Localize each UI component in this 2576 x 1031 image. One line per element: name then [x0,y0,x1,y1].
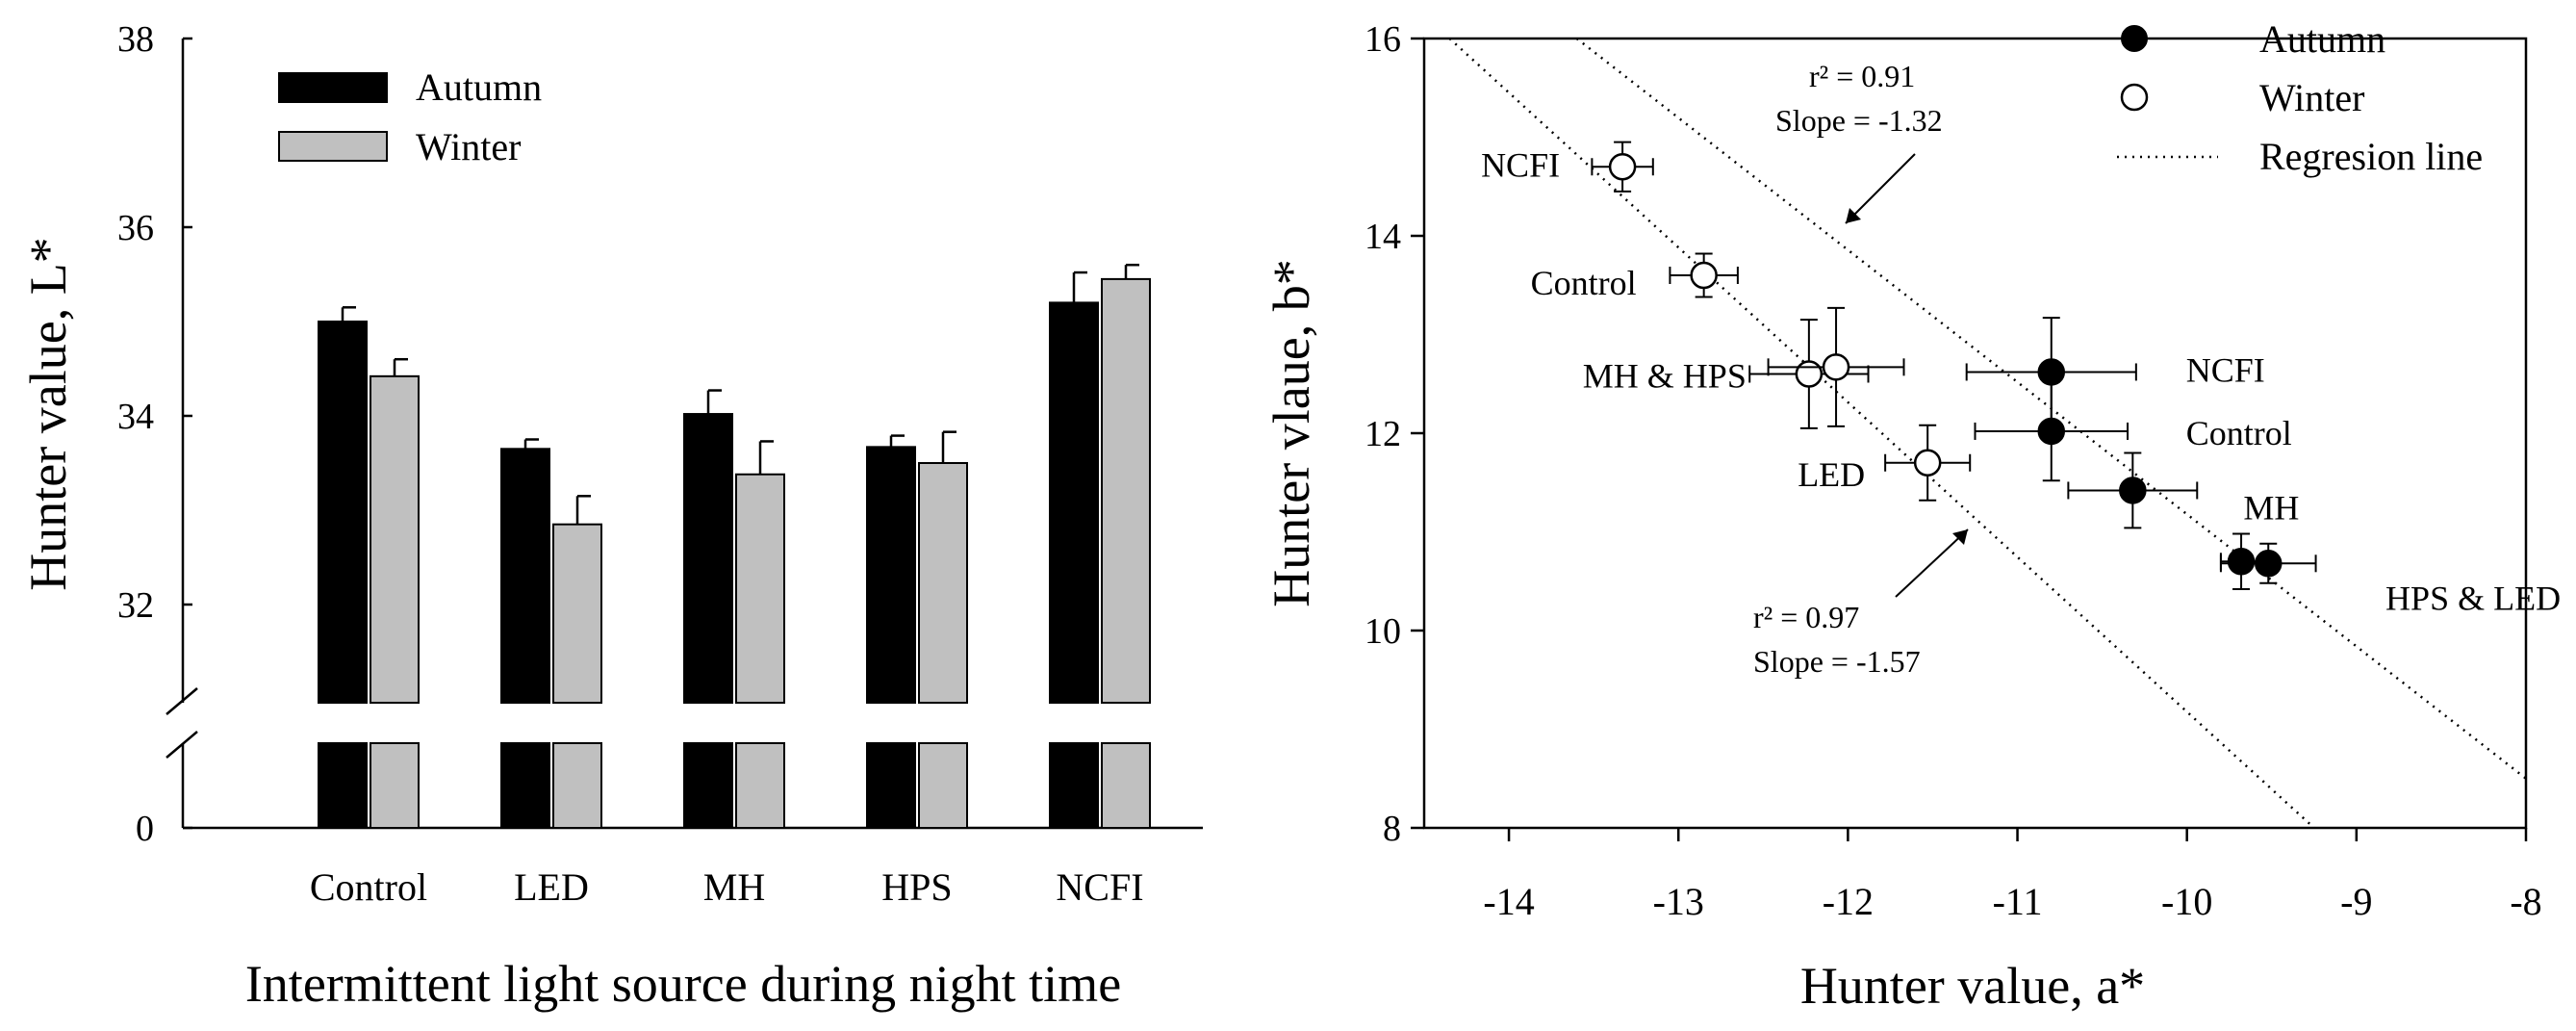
scatter-point-winter [1913,449,1942,477]
annotation-slope-upper: Slope = -1.32 [1775,103,1943,138]
bar-x-tick-label: NCFI [1056,865,1143,909]
scatter-y-tick-label: 10 [1365,611,1401,652]
bar-stub-winter [370,742,420,829]
scatter-y-axis-title: Hunter vlaue, b* [1262,259,1320,606]
bar-winter [735,473,785,705]
bar-stub-winter [918,742,968,829]
bar-x-axis-title: Intermittent light source during night t… [245,955,1121,1013]
bar-stub-autumn [683,742,733,829]
scatter-x-tick-label: -11 [1993,880,2043,923]
bar-stub-winter [735,742,785,829]
bar-stub-autumn [1049,742,1099,829]
annotation-arrow-upper [1845,153,1916,224]
scatter-y-tick-label: 8 [1383,809,1401,849]
scatter-points: NCFI Control MH HPS & LED NCFI Control MH & HP… [1481,141,2561,617]
scatter-x-tick-label: -8 [2510,880,2541,923]
scatter-x-tick-label: -10 [2161,880,2212,923]
scatter-x-axis-title: Hunter value, a* [1800,957,2145,1015]
scatter-point-label: NCFI [1481,145,1560,184]
bar-x-tick-labels: Control LED MH HPS NCFI [310,865,1144,909]
scatter-point-winter [1795,360,1824,388]
bar-autumn [1049,301,1099,704]
scatter-y-tick-label: 14 [1365,217,1401,257]
scatter-legend-autumn: Autumn [2259,17,2385,61]
annotation-arrowhead-upper [1846,208,1861,223]
scatter-legend-regression: Regresion line [2259,135,2483,178]
axis-break-mark-lower [166,731,198,759]
bar-autumn [683,413,733,704]
scatter-point-winter [1690,261,1718,290]
bar-y-tick-label: 34 [117,397,154,437]
scatter-point-label: Control [1531,264,1637,302]
legend-label-autumn: Autumn [416,65,542,109]
scatter-legend: Autumn Winter Regresion line [2117,17,2483,178]
bar-y-tick-label: 0 [136,809,154,849]
bar-legend: Autumn Winter [278,65,542,168]
bar-y-ticks: 38 36 34 32 0 [117,19,192,849]
scatter-point-label: MH [2243,488,2299,527]
bar-winter [1101,277,1151,704]
legend-swatch-winter [278,131,388,162]
bar-autumn [500,448,550,704]
regression-line [1448,38,2315,829]
scatter-point-label: MH & HPS [1583,357,1747,396]
scatter-point-autumn [2037,417,2066,446]
annotation-slope-lower: Slope = -1.57 [1753,644,1921,679]
bar-chart-panel: 38 36 34 32 0 Control LED MH HPS NCFI Intermitte… [19,19,1203,1013]
bar-winter [918,462,968,704]
bar-stub-autumn [866,742,916,829]
regression-annotation-upper: r² = 0.91 Slope = -1.32 [1775,59,1943,224]
annotation-arrowhead-lower [1952,529,1968,545]
bar-stub-winter [552,742,602,829]
bar-marks [318,263,1151,829]
bar-stub-autumn [500,742,550,829]
scatter-x-tick-label: -9 [2340,880,2372,923]
bar-y-axis-title: Hunter value, L* [19,237,77,590]
scatter-x-tick-label: -13 [1653,880,1704,923]
axis-break-mark-upper [166,687,198,715]
annotation-arrow-lower [1895,528,1969,598]
bar-y-tick-label: 32 [117,585,154,626]
legend-marker-winter [2120,83,2149,112]
bar-x-tick-label: MH [703,865,765,909]
bar-stub-winter [1101,742,1151,829]
scatter-point-winter [1608,153,1637,181]
bar-x-tick-label: LED [514,865,589,909]
scatter-point-label: HPS & LED [2385,579,2561,617]
scatter-point-autumn [2254,550,2283,578]
legend-marker-autumn [2121,25,2148,52]
legend-swatch-autumn [278,72,388,103]
bar-x-tick-label: HPS [881,865,952,909]
legend-label-winter: Winter [416,125,521,168]
bar-stub-autumn [318,742,368,829]
bar-y-tick-label: 38 [117,19,154,60]
scatter-point-label: Control [2186,414,2292,452]
scatter-y-tick-label: 12 [1365,414,1401,454]
scatter-point-autumn [2227,548,2256,576]
scatter-point-label: LED [1798,455,1865,494]
bar-winter [370,374,420,704]
bar-y-tick-label: 36 [117,208,154,248]
bar-x-tick-label: Control [310,865,427,909]
scatter-legend-winter: Winter [2259,76,2364,119]
scatter-chart-panel: -14 -13 -12 -11 -10 -9 -8 8 10 12 14 16 NCFI Control… [1262,17,2561,1015]
annotation-r2-upper: r² = 0.91 [1809,59,1915,93]
scatter-point-winter [1822,353,1850,381]
bar-winter [552,523,602,705]
scatter-x-tick-label: -14 [1483,880,1534,923]
scatter-point-autumn [2037,358,2066,386]
scatter-point-label: NCFI [2186,350,2265,389]
bar-autumn [866,446,916,704]
annotation-r2-lower: r² = 0.97 [1753,600,1859,634]
scatter-axis-ticks: -14 -13 -12 -11 -10 -9 -8 8 10 12 14 16 [1365,19,2542,923]
scatter-point-autumn [2119,477,2147,504]
regression-annotation-lower: r² = 0.97 Slope = -1.57 [1753,528,1969,679]
scatter-y-tick-label: 16 [1365,19,1401,60]
scatter-x-tick-label: -12 [1823,880,1874,923]
bar-autumn [318,321,368,704]
